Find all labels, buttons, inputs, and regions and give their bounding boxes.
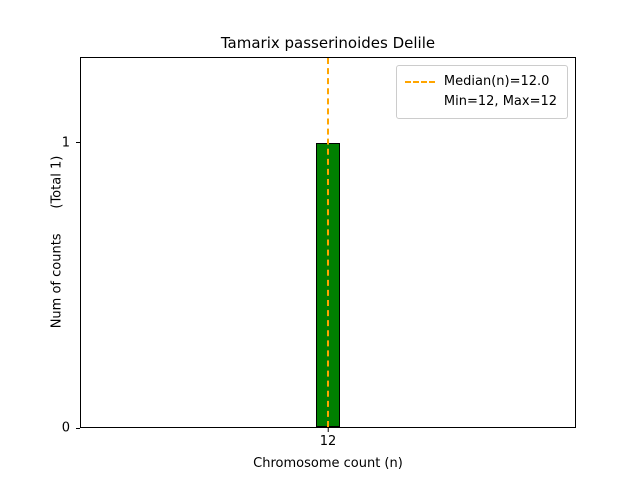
legend-row-minmax: Min=12, Max=12 [405, 92, 557, 112]
y-tick-label: 1 [61, 135, 70, 151]
x-axis-label: Chromosome count (n) [253, 456, 403, 471]
median-line-sample-icon [404, 81, 435, 84]
y-tick-mark [76, 142, 80, 144]
legend: Median(n)=12.0 Min=12, Max=12 [395, 65, 568, 120]
x-tick-label: 12 [319, 434, 337, 449]
legend-row-median: Median(n)=12.0 [404, 72, 557, 92]
y-tick-mark [76, 427, 80, 429]
x-tick-mark [327, 428, 329, 432]
chart-title: Tamarix passerinoides Delile [220, 34, 436, 52]
y-axis: 1 0 [0, 57, 80, 436]
x-tick-12: 12 [319, 428, 337, 449]
plot-area: Median(n)=12.0 Min=12, Max=12 [80, 57, 576, 428]
legend-label-minmax: Min=12, Max=12 [443, 94, 557, 110]
y-tick-label: 0 [61, 420, 70, 436]
legend-label-median: Median(n)=12.0 [443, 74, 550, 89]
median-line [327, 58, 329, 427]
